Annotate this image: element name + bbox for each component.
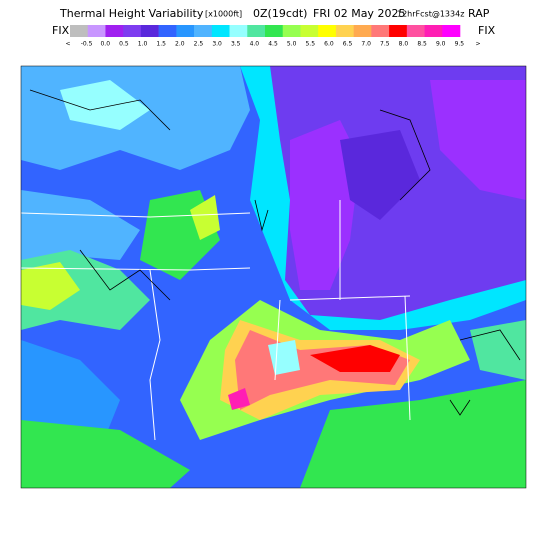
legend-label: 0.5 — [119, 41, 129, 48]
legend-label: 5.0 — [287, 41, 297, 48]
legend-label: 6.5 — [343, 41, 353, 48]
legend-swatch — [87, 25, 106, 37]
legend-label: 5.5 — [305, 41, 315, 48]
legend-swatch — [442, 25, 461, 37]
legend: < -0.5 0.0 0.5 1.0 1.5 2.0 2.5 3.0 3.5 4.0 4.5 5.0 5.… — [65, 25, 481, 48]
field — [21, 420, 190, 488]
legend-label: 4.5 — [268, 41, 278, 48]
lake — [430, 80, 526, 200]
legend-swatch — [424, 25, 443, 37]
legend-swatch — [247, 25, 266, 37]
legend-swatch — [70, 25, 89, 37]
legend-label: 9.0 — [436, 41, 446, 48]
legend-swatch — [371, 25, 390, 37]
field — [310, 345, 400, 372]
legend-label: 1.5 — [156, 41, 166, 48]
legend-right-label: FIX — [478, 24, 496, 37]
legend-label: 8.5 — [417, 41, 427, 48]
legend-swatch — [335, 25, 354, 37]
field — [21, 262, 80, 310]
field — [228, 388, 250, 410]
legend-label: 8.0 — [399, 41, 409, 48]
legend-label: -0.5 — [81, 41, 93, 48]
field — [340, 130, 420, 220]
legend-swatch — [300, 25, 319, 37]
legend-swatch — [211, 25, 230, 37]
legend-label: > — [475, 41, 480, 48]
legend-swatch — [406, 25, 425, 37]
legend-swatch — [265, 25, 284, 37]
legend-label: 3.0 — [212, 41, 222, 48]
date: FRI 02 May 2025 — [313, 7, 405, 20]
field — [190, 195, 220, 240]
borders — [21, 200, 411, 441]
legend-swatch — [105, 25, 124, 37]
time: 0Z(19cdt) — [253, 7, 307, 20]
field — [21, 190, 140, 270]
map — [20, 65, 527, 489]
contours — [29, 89, 521, 416]
legend-swatch — [282, 25, 301, 37]
lake — [290, 120, 360, 290]
model: RAP — [468, 7, 490, 20]
legend-swatch — [194, 25, 213, 37]
field — [470, 320, 526, 380]
legend-label: 0.0 — [100, 41, 110, 48]
field — [300, 380, 526, 488]
legend-swatch — [389, 25, 408, 37]
legend-swatch — [158, 25, 177, 37]
legend-swatch — [176, 25, 195, 37]
title: Thermal Height Variability — [59, 7, 204, 20]
legend-label: 4.0 — [250, 41, 260, 48]
field — [60, 80, 150, 130]
legend-label: 2.5 — [194, 41, 204, 48]
legend-label: < — [65, 41, 70, 48]
map-frame — [20, 65, 527, 489]
legend-label: 7.0 — [361, 41, 371, 48]
legend-label: 2.0 — [175, 41, 185, 48]
legend-swatch — [353, 25, 372, 37]
units: [x1000ft] — [205, 10, 242, 19]
legend-swatch — [140, 25, 159, 37]
legend-label: 6.0 — [324, 41, 334, 48]
legend-label: 7.5 — [380, 41, 390, 48]
legend-swatch — [123, 25, 142, 37]
legend-swatch — [229, 25, 248, 37]
legend-label: 9.5 — [455, 41, 465, 48]
legend-label: 3.5 — [231, 41, 241, 48]
legend-label: 1.0 — [138, 41, 148, 48]
legend-left-label: FIX — [52, 24, 70, 37]
forecast: 12hrFcst@1334z — [397, 10, 464, 19]
legend-swatch — [318, 25, 337, 37]
